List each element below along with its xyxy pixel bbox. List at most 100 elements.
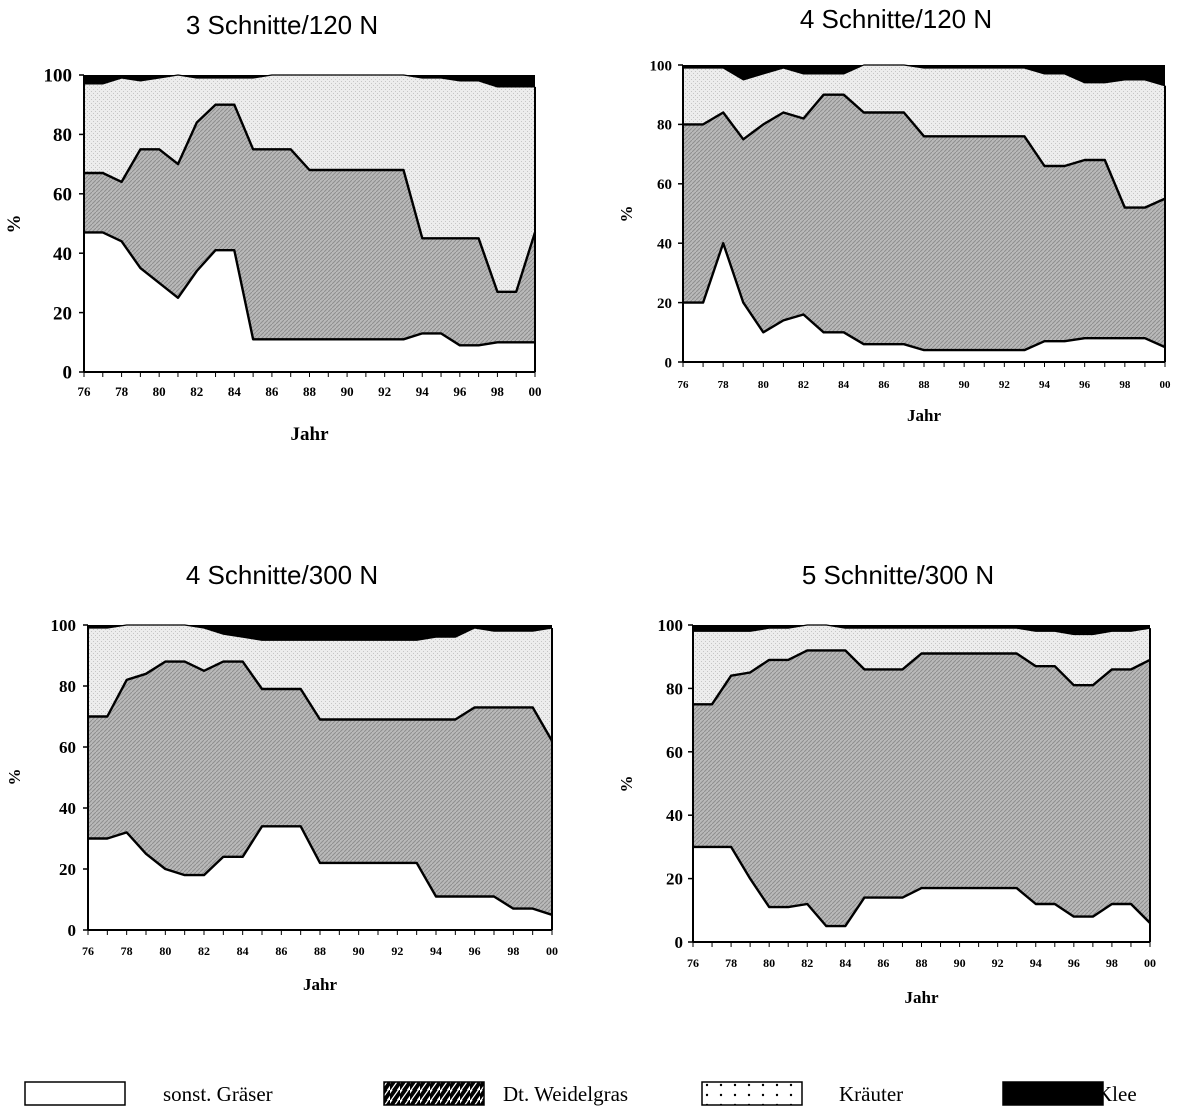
- y-tick-label: 100: [44, 66, 73, 87]
- x-axis-label: Jahr: [303, 975, 337, 994]
- x-tick-label: 98: [1119, 379, 1131, 391]
- area-graeser: [88, 826, 552, 930]
- legend-label: sonst. Gräser: [163, 1082, 273, 1106]
- y-tick-label: 0: [68, 921, 77, 940]
- x-tick-label: 86: [877, 956, 889, 970]
- x-tick-label: 82: [801, 956, 813, 970]
- area-weidelgras: [683, 94, 1165, 351]
- x-tick-label: 84: [237, 944, 249, 958]
- x-tick-label: 92: [999, 379, 1011, 391]
- y-tick-label: 40: [657, 236, 672, 252]
- x-tick-label: 92: [391, 944, 403, 958]
- x-tick-label: 84: [838, 379, 850, 391]
- area-weidelgras: [88, 661, 552, 915]
- boundary-line-kraeuter: [683, 64, 1166, 87]
- x-tick-label: 96: [1079, 379, 1091, 391]
- x-tick-label: 00: [1144, 956, 1156, 970]
- x-tick-label: 88: [314, 944, 326, 958]
- chart-panel-3: 0 20 40 60 80 100 76 78 80 82 84 86 88 90 92 94 96 98 00 4 …: [5, 560, 558, 994]
- x-tick-label: 00: [546, 944, 558, 958]
- x-tick-label: 86: [265, 384, 279, 399]
- x-tick-label: 82: [198, 944, 210, 958]
- chart-panel-1: 0 20 40 60 80 100 76 78 80 82 84 86 88 90 92 94 96 98 00 3 …: [4, 10, 542, 445]
- y-axis-label: %: [5, 769, 24, 786]
- y-tick-label: 60: [59, 738, 76, 757]
- x-tick-label: 96: [1068, 956, 1080, 970]
- y-tick-label: 40: [59, 799, 76, 818]
- area-graeser: [693, 846, 1150, 942]
- x-axis-label: Jahr: [905, 988, 939, 1007]
- legend: sonst. Gräser Dt. Weidelgras Kräuter Klee: [24, 1081, 1137, 1106]
- x-tick-label: 76: [687, 956, 699, 970]
- x-tick-label: 94: [1039, 379, 1051, 391]
- y-tick-label: 80: [53, 125, 72, 146]
- legend-item-klee: Klee: [1002, 1081, 1137, 1106]
- y-axis-label: %: [617, 206, 636, 223]
- boundary-line-kraeuter: [84, 74, 535, 88]
- boundary-line-kraeuter: [693, 624, 1151, 636]
- boundary-line-weidelgras: [88, 660, 554, 742]
- x-tick-label: 94: [416, 384, 430, 399]
- y-tick-label: 60: [666, 743, 683, 762]
- legend-label: Dt. Weidelgras: [503, 1082, 628, 1106]
- area-kraeuter: [693, 625, 1150, 705]
- chart-panel-2: 0 20 40 60 80 100 76 78 80 82 84 86 88 90 92 94 96 98 00 4 …: [617, 4, 1171, 425]
- y-tick-label: 60: [657, 177, 672, 193]
- boundary-line-kraeuter: [88, 624, 553, 641]
- x-tick-label: 98: [507, 944, 519, 958]
- legend-swatch: [1002, 1081, 1104, 1106]
- boundary-line-graeser: [84, 231, 535, 347]
- chart-title: 4 Schnitte/120 N: [800, 4, 992, 34]
- area-weidelgras: [693, 650, 1150, 927]
- boundary-line-graeser: [693, 845, 1151, 928]
- legend-label: Klee: [1097, 1082, 1137, 1106]
- x-axis-label: Jahr: [291, 424, 330, 445]
- x-tick-label: 80: [758, 379, 770, 391]
- chart-panel-4: 0 20 40 60 80 100 76 78 80 82 84 86 88 90 92 94 96 98 00 5 …: [617, 560, 1156, 1007]
- area-klee: [88, 625, 552, 641]
- x-tick-label: 90: [959, 379, 971, 391]
- y-tick-label: 80: [59, 677, 76, 696]
- x-tick-label: 94: [430, 944, 442, 958]
- y-tick-label: 100: [650, 58, 673, 74]
- y-tick-label: 100: [658, 616, 684, 635]
- x-tick-label: 78: [718, 379, 730, 391]
- legend-swatch: [701, 1081, 803, 1106]
- x-tick-label: 88: [916, 956, 928, 970]
- y-tick-label: 20: [657, 296, 672, 312]
- x-tick-label: 94: [1030, 956, 1042, 970]
- x-tick-label: 80: [153, 384, 166, 399]
- boundary-line-weidelgras: [683, 93, 1166, 209]
- x-tick-label: 78: [725, 956, 737, 970]
- y-tick-label: 40: [666, 806, 683, 825]
- y-tick-label: 100: [51, 616, 77, 635]
- y-axis-label: %: [4, 215, 25, 234]
- area-klee: [683, 65, 1165, 86]
- x-tick-label: 78: [115, 384, 129, 399]
- area-klee: [693, 625, 1150, 635]
- x-tick-label: 84: [228, 384, 242, 399]
- x-tick-label: 78: [121, 944, 133, 958]
- x-tick-label: 80: [763, 956, 775, 970]
- x-tick-label: 86: [275, 944, 287, 958]
- y-tick-label: 0: [675, 933, 684, 952]
- x-tick-label: 80: [159, 944, 171, 958]
- x-tick-label: 76: [82, 944, 94, 958]
- x-tick-label: 76: [78, 384, 92, 399]
- area-weidelgras: [84, 104, 535, 346]
- x-tick-label: 90: [954, 956, 966, 970]
- x-tick-label: 98: [491, 384, 505, 399]
- y-tick-label: 20: [666, 870, 683, 889]
- chart-title: 3 Schnitte/120 N: [186, 10, 378, 40]
- x-tick-label: 84: [839, 956, 851, 970]
- x-axis-label: Jahr: [907, 406, 941, 425]
- y-tick-label: 0: [665, 355, 673, 371]
- chart-title: 4 Schnitte/300 N: [186, 560, 378, 590]
- boundary-line-weidelgras: [84, 103, 537, 293]
- x-tick-label: 88: [919, 379, 931, 391]
- boundary-line-graeser: [88, 825, 553, 916]
- chart-title: 5 Schnitte/300 N: [802, 560, 994, 590]
- x-tick-label: 98: [1106, 956, 1118, 970]
- x-tick-label: 00: [1160, 379, 1172, 391]
